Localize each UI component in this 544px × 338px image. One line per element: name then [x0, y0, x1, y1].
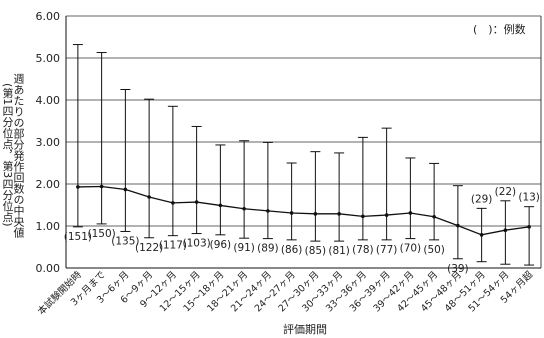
error-bar-0: [72, 44, 83, 228]
error-bar-9: [286, 162, 297, 241]
count-label-18: (22): [495, 186, 517, 198]
y-tick-label-2: 2.00: [36, 178, 61, 191]
median-point-5: [194, 200, 199, 204]
median-point-16: [456, 223, 460, 228]
count-label-11: (81): [328, 245, 350, 257]
error-bar-16: [452, 185, 463, 260]
y-axis-label-line-1: 週あたりの部分発作回数の中央値: [12, 72, 25, 238]
error-bar-1: [96, 52, 107, 225]
count-label-5: (103): [183, 238, 211, 250]
median-point-9: [289, 211, 294, 215]
y-tick-labels: 0.00 1.00 2.00 3.00 4.00 5.00 6.00: [36, 10, 61, 275]
y-tick-label-3: 3.00: [36, 136, 61, 149]
axes: [65, 16, 542, 269]
error-bar-5: [191, 125, 202, 235]
error-bar-19: [524, 206, 535, 266]
gridlines: [66, 15, 541, 227]
y-tick-label-0: 0.00: [36, 262, 61, 275]
count-label-1: (150): [88, 228, 116, 240]
count-label-16: (39): [447, 263, 469, 275]
median-point-8: [266, 209, 270, 213]
count-labels: (151)(150)(135)(122)(117)(103)(96) (91) (8…: [64, 186, 540, 275]
error-bar-7: [239, 140, 250, 239]
median-point-0: [76, 185, 80, 189]
iqr-error-bars: [72, 44, 535, 266]
error-bar-2: [120, 89, 131, 232]
y-tick-label-4: 4.00: [36, 94, 61, 107]
count-label-4: (117): [159, 240, 187, 252]
error-bar-6: [215, 144, 226, 236]
median-point-3: [147, 195, 151, 199]
error-bar-3: [144, 98, 155, 239]
error-bar-10: [310, 151, 321, 242]
count-label-19: (13): [518, 192, 540, 204]
count-label-10: (85): [305, 245, 327, 257]
median-point-19: [527, 225, 531, 229]
y-tick-label-6: 6.00: [36, 10, 61, 23]
median-point-6: [218, 203, 223, 208]
median-line: [77, 185, 530, 236]
count-label-8: (89): [257, 243, 279, 255]
count-label-2: (135): [111, 235, 139, 247]
count-label-9: (86): [281, 244, 303, 256]
error-bar-15: [429, 162, 440, 241]
error-bar-8: [262, 141, 273, 240]
count-label-0: (151): [64, 231, 92, 243]
count-label-15: (50): [423, 244, 445, 256]
median-point-12: [361, 214, 365, 219]
median-point-17: [479, 233, 484, 237]
median-point-14: [408, 211, 413, 215]
y-axis-label-line-2: (第1四分位点，第3四分位点): [1, 83, 14, 227]
error-bar-14: [405, 157, 416, 240]
median-point-18: [503, 228, 508, 232]
y-tick-label-5: 5.00: [36, 52, 61, 65]
median-point-4: [171, 201, 175, 205]
count-label-3: (122): [135, 242, 163, 254]
x-axis-label: 評価期間: [283, 322, 327, 336]
count-label-13: (77): [376, 244, 398, 256]
median-point-7: [242, 206, 246, 211]
count-label-12: (78): [352, 244, 374, 256]
median-point-2: [123, 187, 128, 192]
count-label-7: (91): [233, 242, 255, 254]
y-tick-label-1: 1.00: [36, 220, 61, 233]
count-label-6: (96): [210, 239, 232, 251]
y-axis-label: 週あたりの部分発作回数の中央値 (第1四分位点，第3四分位点): [1, 40, 25, 270]
median-point-15: [432, 214, 436, 219]
error-bar-4: [167, 105, 178, 237]
median-point-13: [384, 213, 389, 217]
error-bar-13: [381, 127, 392, 241]
error-bar-11: [334, 152, 345, 242]
median-point-11: [337, 212, 341, 216]
error-bar-12: [357, 136, 368, 241]
median-point-1: [99, 184, 104, 189]
median-point-10: [313, 212, 318, 216]
count-label-17: (29): [471, 193, 493, 205]
error-bar-18: [500, 200, 511, 265]
median-line-series: [76, 184, 531, 237]
count-label-14: (70): [400, 243, 422, 255]
legend-count-note: ( )：例数: [473, 23, 526, 36]
x-tick-labels: 本試験開始時3ヶ月まで3～6ヶ月6～9ヶ月9～12ヶ月12～15ヶ月15～18ヶ…: [35, 268, 535, 317]
